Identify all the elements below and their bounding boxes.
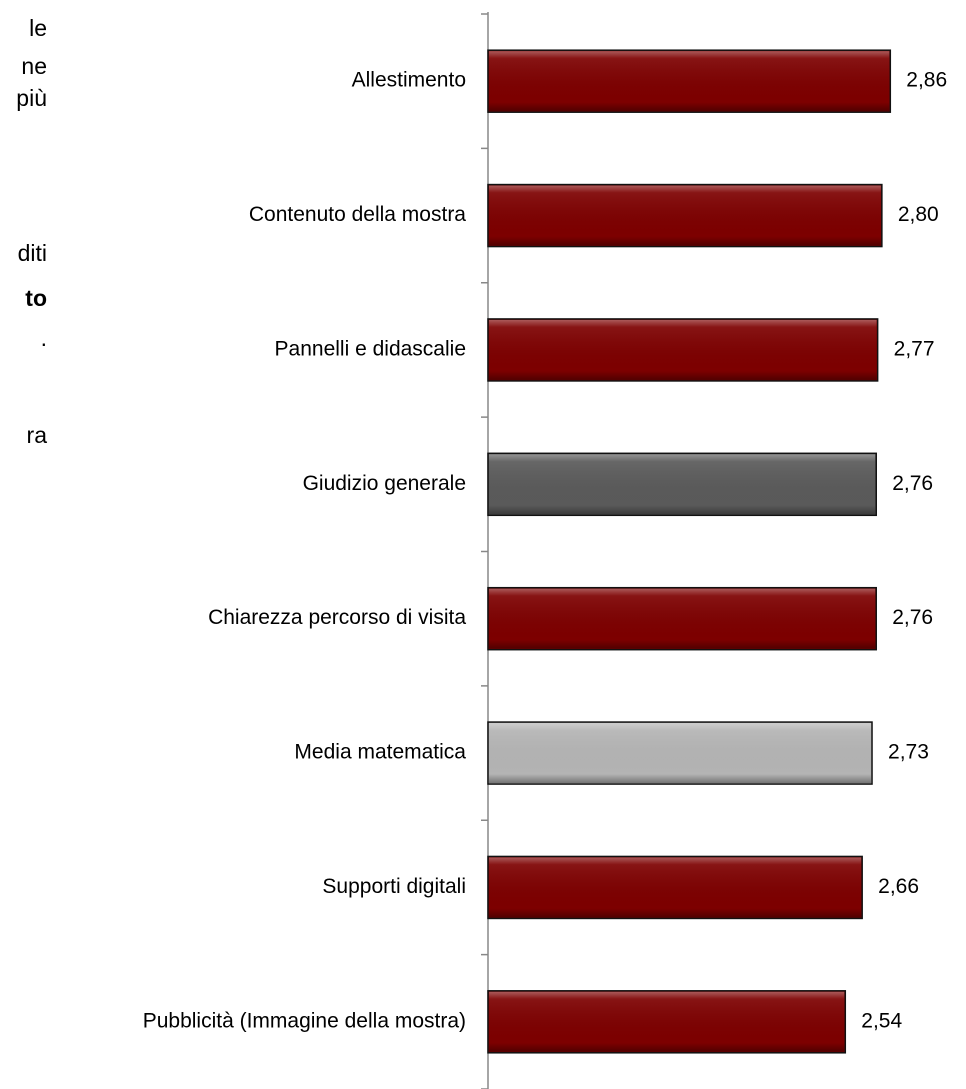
- data-label: 2,73: [888, 741, 929, 764]
- bar-shade: [489, 723, 872, 784]
- bar-shade: [489, 454, 876, 515]
- data-label: 2,86: [906, 69, 947, 92]
- side-text: le: [29, 15, 47, 41]
- bar-shade: [489, 588, 876, 649]
- side-text: ra: [27, 422, 48, 448]
- data-label: 2,66: [878, 875, 919, 898]
- category-label: Pubblicità (Immagine della mostra): [143, 1009, 466, 1032]
- data-label: 2,77: [894, 337, 935, 360]
- data-label: 2,54: [861, 1009, 902, 1032]
- category-label: Chiarezza percorso di visita: [208, 606, 466, 629]
- category-label: Media matematica: [294, 741, 466, 764]
- bar-shade: [489, 185, 881, 246]
- side-text: ne: [21, 53, 47, 79]
- category-label: Pannelli e didascalie: [275, 337, 466, 360]
- category-label: Supporti digitali: [322, 875, 466, 898]
- category-label: Giudizio generale: [303, 472, 466, 495]
- bar-shade: [489, 857, 862, 918]
- bar-shade: [489, 51, 890, 112]
- side-text: .: [41, 325, 47, 351]
- bar-shade: [489, 319, 877, 380]
- category-label: Contenuto della mostra: [249, 203, 466, 226]
- side-text: to: [25, 285, 47, 311]
- data-label: 2,76: [892, 472, 933, 495]
- bar-shade: [489, 991, 845, 1052]
- data-label: 2,80: [898, 203, 939, 226]
- side-text: diti: [18, 240, 47, 266]
- data-label: 2,76: [892, 606, 933, 629]
- side-text: più: [16, 85, 47, 111]
- category-label: Allestimento: [352, 69, 466, 92]
